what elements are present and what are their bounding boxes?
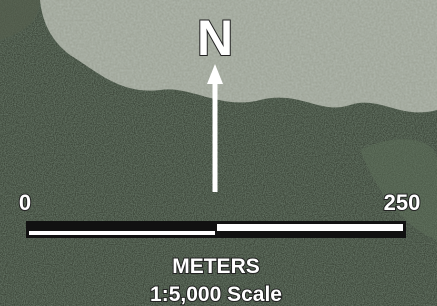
scale-end-label: 250 (384, 190, 421, 215)
scale-start-label: 0 (19, 190, 31, 215)
north-label: N (197, 10, 233, 66)
scale-unit: METERS (172, 255, 260, 278)
scale-ratio: 1:5,000 Scale (150, 283, 282, 306)
map: N 0 250 METERS 1:5,000 Scale (0, 0, 437, 306)
page: {"north_label": "N", "scale_bar": {"star… (0, 0, 437, 306)
scale-bar-white-segment (217, 224, 403, 231)
scale-bar-lower-segment (29, 231, 215, 235)
